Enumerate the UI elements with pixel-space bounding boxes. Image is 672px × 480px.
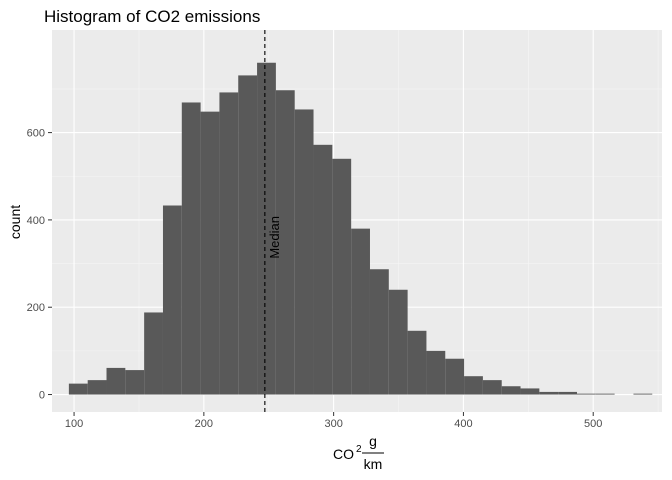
histogram-bar [313, 144, 333, 395]
histogram-bar [238, 75, 258, 395]
histogram-bar [332, 158, 352, 395]
chart-title: Histogram of CO2 emissions [44, 7, 260, 26]
histogram-bars [68, 62, 653, 395]
histogram-bar [162, 205, 182, 395]
x-axis-ticks: 100 200 300 400 500 [65, 412, 602, 430]
histogram-bar [144, 312, 163, 395]
histogram-bar [520, 388, 540, 395]
x-tick-label: 100 [65, 418, 83, 430]
x-tick-label: 200 [195, 418, 213, 430]
histogram-bar [68, 383, 88, 395]
y-tick-label: 600 [27, 128, 45, 140]
histogram-bar [558, 391, 577, 395]
histogram-bar [106, 367, 126, 395]
x-tick-label: 400 [454, 418, 472, 430]
histogram-bar [87, 380, 107, 395]
x-axis-label-numerator: g [369, 433, 377, 449]
y-tick-label: 200 [27, 302, 45, 314]
y-tick-label: 400 [27, 215, 45, 227]
histogram-bar [351, 228, 370, 395]
histogram-bar [445, 358, 465, 395]
histogram-bar [482, 380, 502, 395]
histogram-bar [407, 330, 427, 395]
annotations: Median [264, 30, 282, 412]
histogram-bar [294, 109, 314, 395]
y-axis-ticks: 0 200 400 600 [27, 128, 52, 402]
x-axis-label-base: CO [333, 446, 354, 462]
y-axis-label: count [7, 205, 23, 239]
histogram-bar [501, 386, 521, 395]
histogram-bar [633, 393, 653, 395]
y-axis-title: count [7, 205, 23, 239]
histogram-bar [539, 391, 559, 395]
x-axis-title: CO 2 g km [333, 433, 384, 472]
x-axis-label-superscript: 2 [356, 444, 362, 455]
histogram-bar [125, 370, 145, 395]
histogram-bar [257, 62, 276, 395]
histogram-bar [275, 90, 295, 395]
x-tick-label: 300 [324, 418, 342, 430]
x-tick-label: 500 [584, 418, 602, 430]
histogram-bar [181, 102, 201, 395]
histogram-bar [595, 393, 615, 395]
histogram-bar [369, 269, 389, 395]
x-axis-label-denominator: km [364, 456, 383, 472]
histogram-bar [576, 393, 596, 395]
histogram-bar [388, 289, 408, 395]
histogram-bar [464, 376, 483, 395]
histogram-bar [219, 92, 239, 395]
median-label: Median [267, 216, 282, 259]
histogram-bar [200, 111, 220, 395]
histogram-bar [426, 350, 446, 395]
y-tick-label: 0 [39, 390, 45, 402]
